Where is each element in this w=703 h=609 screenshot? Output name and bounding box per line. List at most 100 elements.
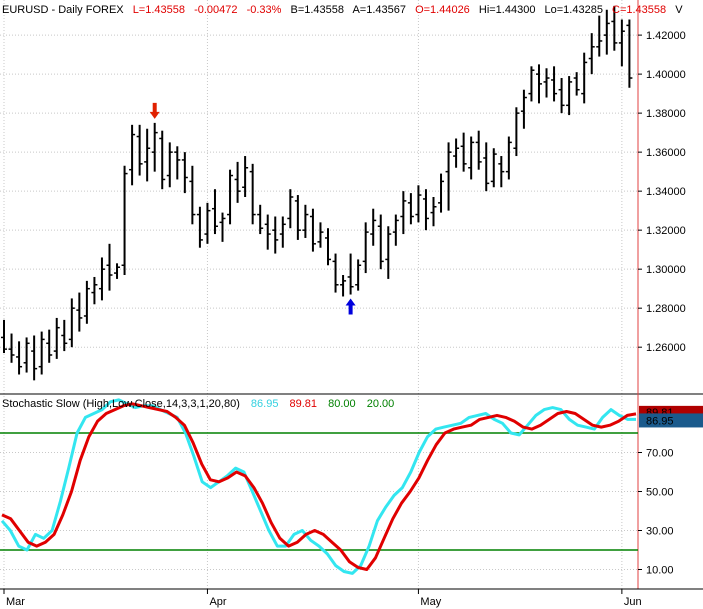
ohlc-bar bbox=[573, 72, 580, 96]
signal-arrows bbox=[149, 102, 356, 315]
price-tick-label: 1.42000 bbox=[646, 30, 686, 42]
ohlc-bar bbox=[438, 173, 445, 213]
ohlc-bar bbox=[566, 76, 573, 116]
ohlc-bar bbox=[309, 208, 316, 252]
ohlc-bar bbox=[505, 136, 512, 180]
change-value: -0.00472 bbox=[194, 4, 237, 16]
ohlc-bar bbox=[392, 214, 399, 246]
ohlc-bar bbox=[211, 189, 218, 235]
ohlc-bar bbox=[219, 212, 226, 242]
stoch-axis-ticks: 10.00 30.00 50.00 70.00 bbox=[638, 448, 674, 577]
stoch-lower-value: 20.00 bbox=[367, 398, 395, 410]
ohlc-bar bbox=[38, 331, 45, 375]
ohlc-bar bbox=[520, 89, 527, 129]
ohlc-bar bbox=[302, 204, 309, 238]
ohlc-bar bbox=[332, 253, 339, 293]
ohlc-bar bbox=[129, 124, 136, 186]
ohlc-bar bbox=[106, 243, 113, 291]
price-header: EURUSD - Daily FOREX L=1.43558 -0.00472 … bbox=[2, 4, 683, 16]
stoch-grid bbox=[0, 452, 638, 570]
change-pct-value: -0.33% bbox=[247, 4, 282, 16]
ohlc-bar bbox=[618, 19, 625, 67]
time-tick-label: Jun bbox=[624, 596, 642, 608]
ohlc-bar bbox=[242, 156, 249, 197]
ohlc-bar bbox=[460, 132, 467, 172]
stoch-d-value: 89.81 bbox=[290, 398, 318, 410]
price-tick-label: 1.36000 bbox=[646, 147, 686, 159]
price-tick-label: 1.38000 bbox=[646, 108, 686, 120]
stoch-tick-label: 10.00 bbox=[646, 565, 674, 577]
ohlc-bar bbox=[68, 298, 75, 348]
ohlc-bar bbox=[234, 161, 241, 203]
ohlc-bar bbox=[46, 329, 53, 363]
price-tick-label: 1.26000 bbox=[646, 342, 686, 354]
ohlc-bar bbox=[16, 341, 23, 375]
ohlc-bar bbox=[355, 259, 362, 291]
ohlc-bar bbox=[121, 165, 128, 276]
stoch-k-value: 86.95 bbox=[251, 398, 279, 410]
last-value: L=1.43558 bbox=[133, 4, 185, 16]
price-tick-label: 1.28000 bbox=[646, 303, 686, 315]
ohlc-bar bbox=[287, 189, 294, 229]
price-grid bbox=[0, 0, 638, 589]
ohlc-bar bbox=[181, 152, 188, 194]
ask-value: A=1.43567 bbox=[352, 4, 406, 16]
ohlc-bar bbox=[483, 142, 490, 192]
buy-arrow-icon bbox=[345, 298, 356, 315]
ohlc-bar bbox=[422, 189, 429, 231]
ohlc-bar bbox=[347, 253, 354, 295]
ohlc-bar bbox=[415, 185, 422, 223]
ohlc-bar bbox=[626, 19, 633, 88]
ohlc-bar bbox=[279, 216, 286, 248]
ohlc-bar bbox=[490, 148, 497, 188]
stoch-k-line bbox=[0, 398, 636, 575]
stoch-header: Stochastic Slow (High,Low,Close,14,3,3,1… bbox=[2, 398, 394, 410]
stoch-k-badge-label: 86.95 bbox=[646, 415, 674, 427]
ohlc-bar bbox=[317, 222, 324, 248]
ohlc-bar bbox=[159, 130, 166, 190]
ohlc-bar bbox=[136, 124, 143, 176]
price-tick-label: 1.32000 bbox=[646, 225, 686, 237]
ohlc-bar bbox=[61, 319, 68, 352]
ohlc-bar bbox=[603, 9, 610, 55]
ohlc-bar bbox=[325, 228, 332, 266]
ohlc-bar bbox=[196, 206, 203, 248]
ohlc-bar bbox=[98, 257, 105, 301]
ohlc-bar bbox=[385, 226, 392, 279]
ohlc-bar bbox=[204, 202, 211, 244]
price-tick-label: 1.30000 bbox=[646, 264, 686, 276]
ohlc-bar bbox=[468, 136, 475, 180]
time-axis-ticks: Mar Apr May Jun bbox=[3, 589, 642, 608]
ohlc-bar bbox=[272, 216, 279, 254]
header-trail: V bbox=[675, 4, 683, 16]
ohlc-bar bbox=[114, 263, 121, 279]
price-tick-label: 1.34000 bbox=[646, 186, 686, 198]
ohlc-bar bbox=[249, 163, 256, 225]
ohlc-bar bbox=[400, 191, 407, 235]
bid-value: B=1.43558 bbox=[290, 4, 344, 16]
ohlc-bar bbox=[83, 280, 90, 324]
stoch-label: Stochastic Slow (High,Low,Close,14,3,3,1… bbox=[2, 398, 240, 410]
ohlc-bar bbox=[528, 66, 535, 102]
open-value: O=1.44026 bbox=[415, 4, 470, 16]
ohlc-bar bbox=[498, 156, 505, 188]
ohlc-bar bbox=[551, 66, 558, 102]
ohlc-bar bbox=[611, 5, 618, 51]
price-axis-ticks: 1.26000 1.28000 1.30000 1.32000 1.34000 1.360… bbox=[638, 30, 686, 354]
high-value: Hi=1.44300 bbox=[479, 4, 536, 16]
sell-arrow-icon bbox=[149, 102, 160, 119]
stoch-level-lines bbox=[0, 432, 638, 551]
stoch-lines bbox=[0, 398, 637, 575]
price-bars bbox=[1, 5, 633, 381]
ohlc-bar bbox=[1, 319, 7, 354]
ohlc-bar bbox=[53, 317, 60, 359]
ohlc-bar bbox=[535, 64, 542, 104]
stoch-tick-label: 70.00 bbox=[646, 448, 674, 460]
low-value: Lo=1.43285 bbox=[545, 4, 603, 16]
ohlc-bar bbox=[475, 130, 482, 170]
close-value: C=1.43558 bbox=[612, 4, 666, 16]
stoch-tick-label: 30.00 bbox=[646, 526, 674, 538]
ohlc-bar bbox=[264, 214, 271, 250]
